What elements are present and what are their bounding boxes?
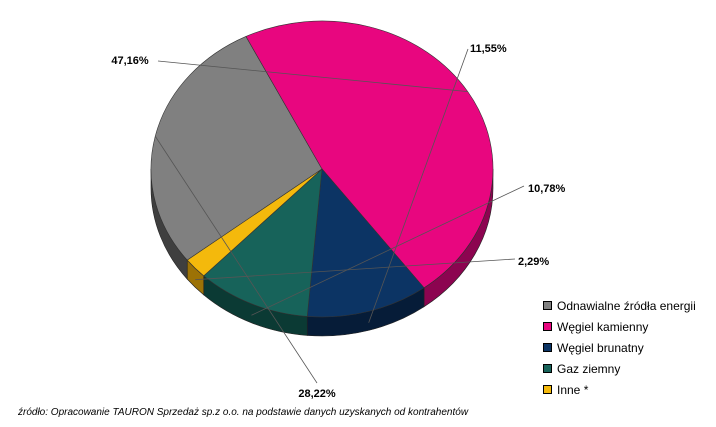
- value-labels: 28,22% 47,16% 11,55% 10,78% 2,29%: [111, 43, 565, 400]
- legend-swatch: [543, 343, 552, 352]
- slice: [186, 168, 323, 277]
- source-note: źródło: Opracowanie TAURON Sprzedaż sp.z…: [18, 407, 469, 418]
- leader-line: [154, 136, 318, 384]
- legend-label: Węgiel kamienny: [557, 319, 649, 334]
- value-label: 11,55%: [470, 43, 507, 55]
- value-label: 28,22%: [298, 388, 336, 400]
- legend-label: Węgiel brunatny: [557, 340, 644, 355]
- leader-lines: [154, 48, 525, 384]
- legend-item: Gaz ziemny: [543, 358, 696, 379]
- legend-item: Węgiel brunatny: [543, 337, 696, 358]
- leader-line: [251, 185, 525, 316]
- value-label: 2,29%: [518, 256, 549, 268]
- pie-chart: 28,22% 47,16% 11,55% 10,78% 2,29%: [111, 20, 566, 400]
- legend-item: Inne *: [543, 379, 696, 400]
- legend-label: Gaz ziemny: [557, 361, 621, 376]
- legend-swatch: [543, 322, 552, 331]
- legend-item: Odnawialne źródła energii: [543, 295, 696, 316]
- legend-swatch: [543, 364, 552, 373]
- slice: [150, 36, 323, 261]
- legend-swatch: [543, 301, 552, 310]
- leader-line: [157, 60, 468, 93]
- value-label: 10,78%: [528, 183, 566, 195]
- leader-line: [368, 48, 469, 323]
- value-label: 47,16%: [111, 55, 149, 67]
- legend-label: Inne *: [557, 382, 589, 397]
- legend-item: Węgiel kamienny: [543, 316, 696, 337]
- leader-line: [195, 258, 516, 281]
- legend-label: Odnawialne źródła energii: [557, 298, 696, 313]
- legend: Odnawialne źródła energii Węgiel kamienn…: [543, 295, 696, 400]
- legend-swatch: [543, 385, 552, 394]
- slice: [306, 168, 425, 318]
